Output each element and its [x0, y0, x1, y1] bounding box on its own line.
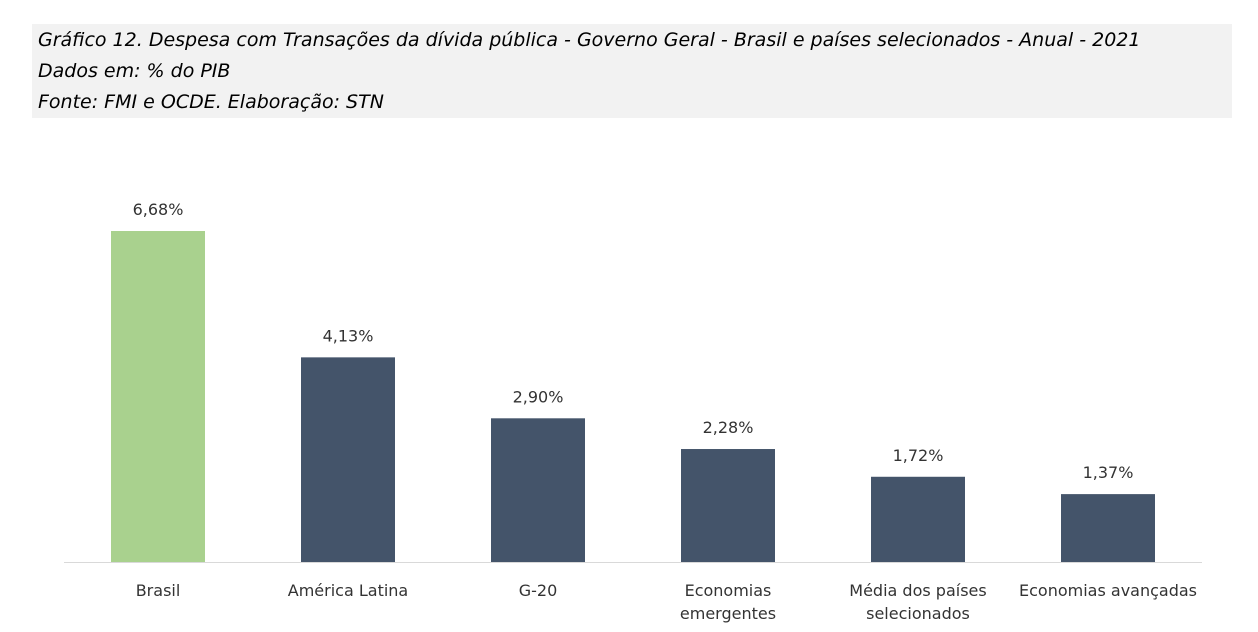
category-label-4-1: selecionados [866, 604, 970, 623]
data-label-5: 1,37% [1083, 463, 1134, 482]
chart-units: Dados em: % do PIB [38, 60, 231, 82]
data-label-1: 4,13% [323, 326, 374, 345]
category-label-3-0: Economias [685, 581, 772, 600]
bar-5 [1061, 494, 1155, 562]
chart-source: Fonte: FMI e OCDE. Elaboração: STN [38, 91, 384, 113]
category-label-0: Brasil [136, 581, 181, 600]
category-label-2: G-20 [519, 581, 558, 600]
bar-4 [871, 476, 965, 562]
data-label-3: 2,28% [703, 418, 754, 437]
chart-title: Gráfico 12. Despesa com Transações da dí… [38, 29, 1141, 51]
data-label-2: 2,90% [513, 387, 564, 406]
bar-0 [111, 231, 205, 562]
category-label-4-0: Média dos países [849, 581, 986, 600]
bar-1 [301, 357, 395, 562]
category-label-3-1: emergentes [680, 604, 776, 623]
data-label-0: 6,68% [133, 200, 184, 219]
category-label-1: América Latina [288, 581, 408, 600]
chart-header: Gráfico 12. Despesa com Transações da dí… [32, 24, 1232, 118]
bar-2 [491, 418, 585, 562]
category-label-5: Economias avançadas [1019, 581, 1197, 600]
data-label-4: 1,72% [893, 446, 944, 465]
bar-3 [681, 449, 775, 562]
